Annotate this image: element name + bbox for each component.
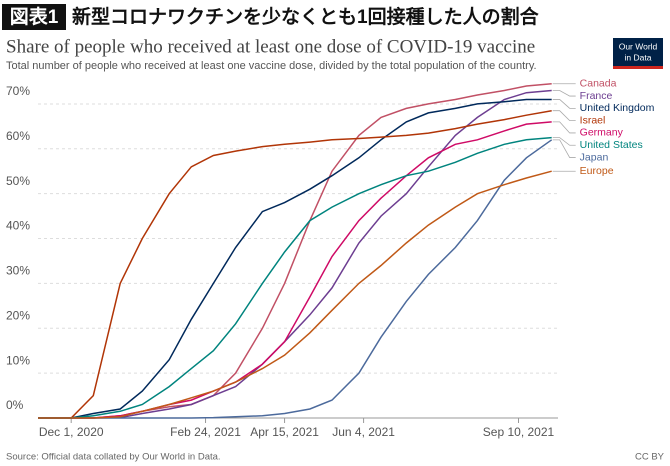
legend-connector [552, 121, 576, 134]
y-tick-label: 50% [6, 174, 30, 188]
license: CC BY [635, 452, 665, 463]
x-tick-label: Apr 15, 2021 [250, 425, 319, 439]
y-tick-label: 70% [6, 84, 30, 98]
header-title: 新型コロナワクチンを少なくとも1回接種した人の割合 [72, 5, 540, 28]
y-tick-label: 60% [6, 129, 30, 143]
badge: 図表1 [10, 5, 59, 28]
legend-label: Canada [580, 78, 617, 90]
legend-connector [552, 90, 576, 97]
legend-label: Germany [580, 127, 624, 139]
legend-connector [552, 139, 576, 158]
series-line [38, 98, 552, 419]
y-tick-label: 20% [6, 308, 30, 322]
series-line [38, 83, 552, 419]
legend-label: Japan [580, 151, 609, 163]
legend-label: United States [580, 139, 643, 151]
legend-label: Israel [580, 114, 606, 126]
chart-subtitle: Total number of people who received at l… [6, 60, 537, 72]
y-tick-label: 0% [6, 398, 24, 412]
series-line [38, 136, 552, 419]
legend-label: United Kingdom [580, 102, 655, 114]
y-tick-label: 30% [6, 264, 30, 278]
y-tick-label: 10% [6, 353, 30, 367]
logo-text: in Data [625, 52, 652, 62]
series-line [38, 139, 553, 419]
chart-title: Share of people who received at least on… [6, 36, 535, 57]
legend-connector [552, 110, 576, 122]
legend-connector [552, 99, 576, 109]
legend-connector [552, 137, 576, 146]
legend-label: France [580, 90, 613, 102]
x-tick-label: Jun 4, 2021 [332, 425, 395, 439]
source: Source: Official data collated by Our Wo… [6, 452, 221, 463]
logo-bar [613, 66, 663, 69]
logo-box [613, 38, 663, 68]
series-line [38, 109, 552, 419]
x-tick-label: Sep 10, 2021 [483, 425, 555, 439]
series-line [38, 121, 552, 419]
legend-label: Europe [580, 165, 614, 177]
y-tick-label: 40% [6, 219, 30, 233]
x-tick-label: Dec 1, 2020 [39, 425, 104, 439]
logo-text: Our World [619, 41, 658, 51]
badge-box [2, 4, 66, 30]
x-tick-label: Feb 24, 2021 [170, 425, 241, 439]
series-line [38, 170, 552, 419]
